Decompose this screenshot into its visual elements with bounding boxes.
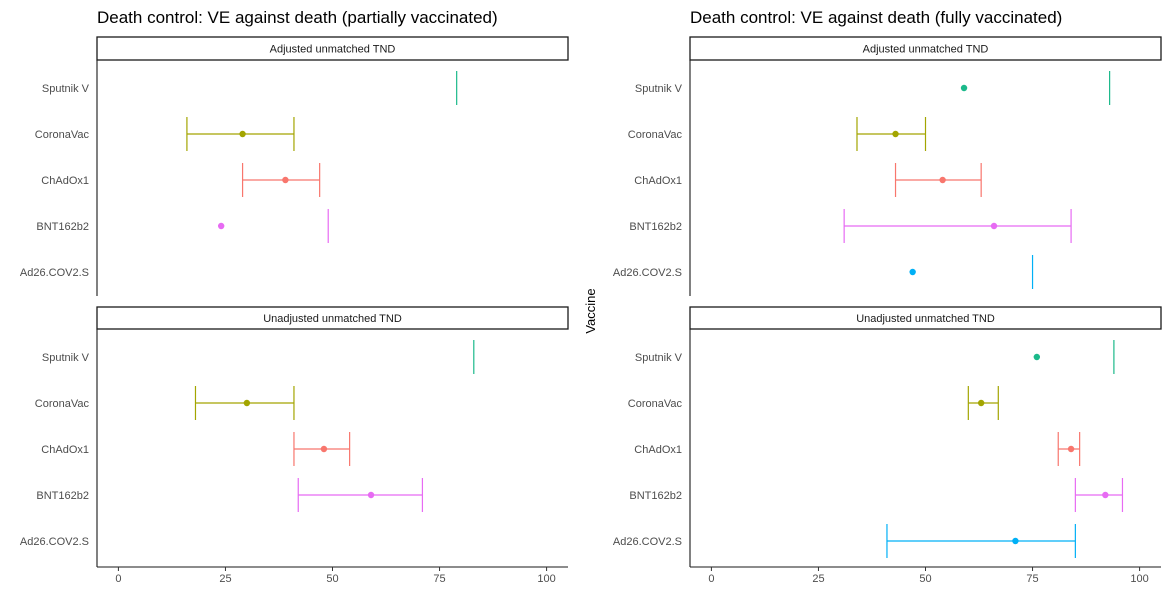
facet-strip-label: Adjusted unmatched TND: [270, 44, 396, 56]
y-tick-label: ChAdOx1: [41, 444, 89, 456]
y-tick-label: BNT162b2: [629, 221, 682, 233]
y-tick-label: CoronaVac: [35, 129, 90, 141]
y-tick-label: ChAdOx1: [634, 444, 682, 456]
y-tick-label: CoronaVac: [628, 129, 683, 141]
facet-strip-label: Unadjusted unmatched TND: [263, 313, 402, 325]
facet-strip-label: Unadjusted unmatched TND: [856, 313, 995, 325]
x-tick-label: 0: [115, 573, 121, 585]
facet-strip: [689, 306, 1162, 330]
x-tick-label: 100: [537, 573, 555, 585]
y-tick-label: CoronaVac: [35, 398, 90, 410]
point-estimate: [909, 268, 916, 276]
y-tick-label: BNT162b2: [36, 221, 89, 233]
facet-strip-label: Adjusted unmatched TND: [863, 44, 989, 56]
facet-strip: [96, 306, 569, 330]
facet-strip: [96, 36, 569, 61]
point-estimate: [239, 130, 246, 138]
x-tick-label: 75: [433, 573, 445, 585]
point-estimate: [1033, 353, 1041, 361]
y-axis-title: Vaccine: [583, 288, 598, 333]
point-estimate: [892, 130, 899, 138]
facet-strip: [689, 36, 1162, 61]
point-estimate: [282, 176, 289, 184]
x-tick-label: 50: [326, 573, 338, 585]
y-tick-label: Sputnik V: [42, 83, 90, 95]
point-estimate: [243, 399, 251, 407]
panel-title: Death control: VE against death (partial…: [97, 8, 498, 27]
y-tick-label: BNT162b2: [629, 490, 682, 502]
y-tick-label: Ad26.COV2.S: [613, 267, 682, 279]
x-tick-label: 25: [812, 573, 824, 585]
x-tick-label: 25: [219, 573, 231, 585]
y-tick-label: Ad26.COV2.S: [20, 536, 89, 548]
y-tick-label: ChAdOx1: [634, 175, 682, 187]
y-tick-label: BNT162b2: [36, 490, 89, 502]
point-estimate: [960, 84, 968, 92]
point-estimate: [1067, 445, 1075, 453]
panel-title: Death control: VE against death (fully v…: [690, 8, 1062, 27]
y-tick-label: Sputnik V: [635, 83, 683, 95]
y-tick-label: Sputnik V: [42, 352, 90, 364]
x-tick-label: 75: [1026, 573, 1038, 585]
x-tick-label: 0: [708, 573, 714, 585]
x-tick-label: 100: [1130, 573, 1148, 585]
y-tick-label: CoronaVac: [628, 398, 683, 410]
y-tick-label: Sputnik V: [635, 352, 683, 364]
point-estimate: [990, 222, 998, 230]
point-estimate: [939, 176, 946, 184]
point-estimate: [320, 445, 328, 453]
y-tick-label: ChAdOx1: [41, 175, 89, 187]
point-estimate: [1012, 537, 1019, 545]
point-estimate: [217, 222, 225, 230]
y-tick-label: Ad26.COV2.S: [20, 267, 89, 279]
point-estimate: [977, 399, 985, 407]
point-estimate: [1102, 491, 1109, 499]
x-tick-label: 50: [919, 573, 931, 585]
point-estimate: [367, 491, 375, 499]
y-tick-label: Ad26.COV2.S: [613, 536, 682, 548]
